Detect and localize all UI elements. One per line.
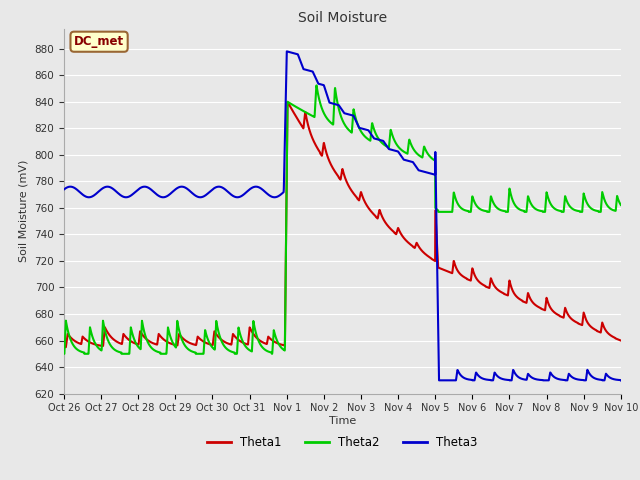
Line: Theta1: Theta1 — [64, 102, 621, 347]
Theta3 — [547, 370, 554, 375]
Theta1 — [157, 334, 164, 339]
Theta2 — [313, 83, 321, 88]
Theta3 — [157, 194, 164, 200]
Theta1 — [606, 332, 614, 338]
Line: Theta2: Theta2 — [64, 85, 621, 354]
Theta3 — [274, 194, 282, 200]
Y-axis label: Soil Moisture (mV): Soil Moisture (mV) — [19, 160, 29, 263]
Theta2 — [606, 205, 614, 211]
Theta1 — [546, 304, 554, 310]
Theta3 — [617, 377, 625, 383]
Theta1 — [617, 337, 625, 343]
Title: Soil Moisture: Soil Moisture — [298, 11, 387, 25]
Legend: Theta1, Theta2, Theta3: Theta1, Theta2, Theta3 — [202, 431, 483, 454]
Theta3 — [60, 187, 68, 192]
Theta3 — [283, 48, 291, 54]
Theta1 — [284, 99, 291, 105]
X-axis label: Time: Time — [329, 416, 356, 426]
Theta2 — [274, 339, 282, 345]
Theta2 — [298, 107, 305, 113]
Theta2 — [617, 202, 625, 208]
Line: Theta3: Theta3 — [64, 51, 621, 380]
Theta1 — [124, 336, 131, 342]
Theta3 — [124, 194, 131, 200]
Theta2 — [546, 200, 554, 205]
Theta2 — [157, 351, 164, 357]
Theta3 — [606, 375, 614, 381]
Theta3 — [435, 377, 443, 383]
Theta1 — [274, 340, 282, 346]
Text: DC_met: DC_met — [74, 35, 124, 48]
Theta1 — [298, 123, 306, 129]
Theta2 — [60, 351, 68, 357]
Theta3 — [298, 62, 306, 68]
Theta2 — [124, 351, 131, 357]
Theta1 — [60, 344, 68, 350]
